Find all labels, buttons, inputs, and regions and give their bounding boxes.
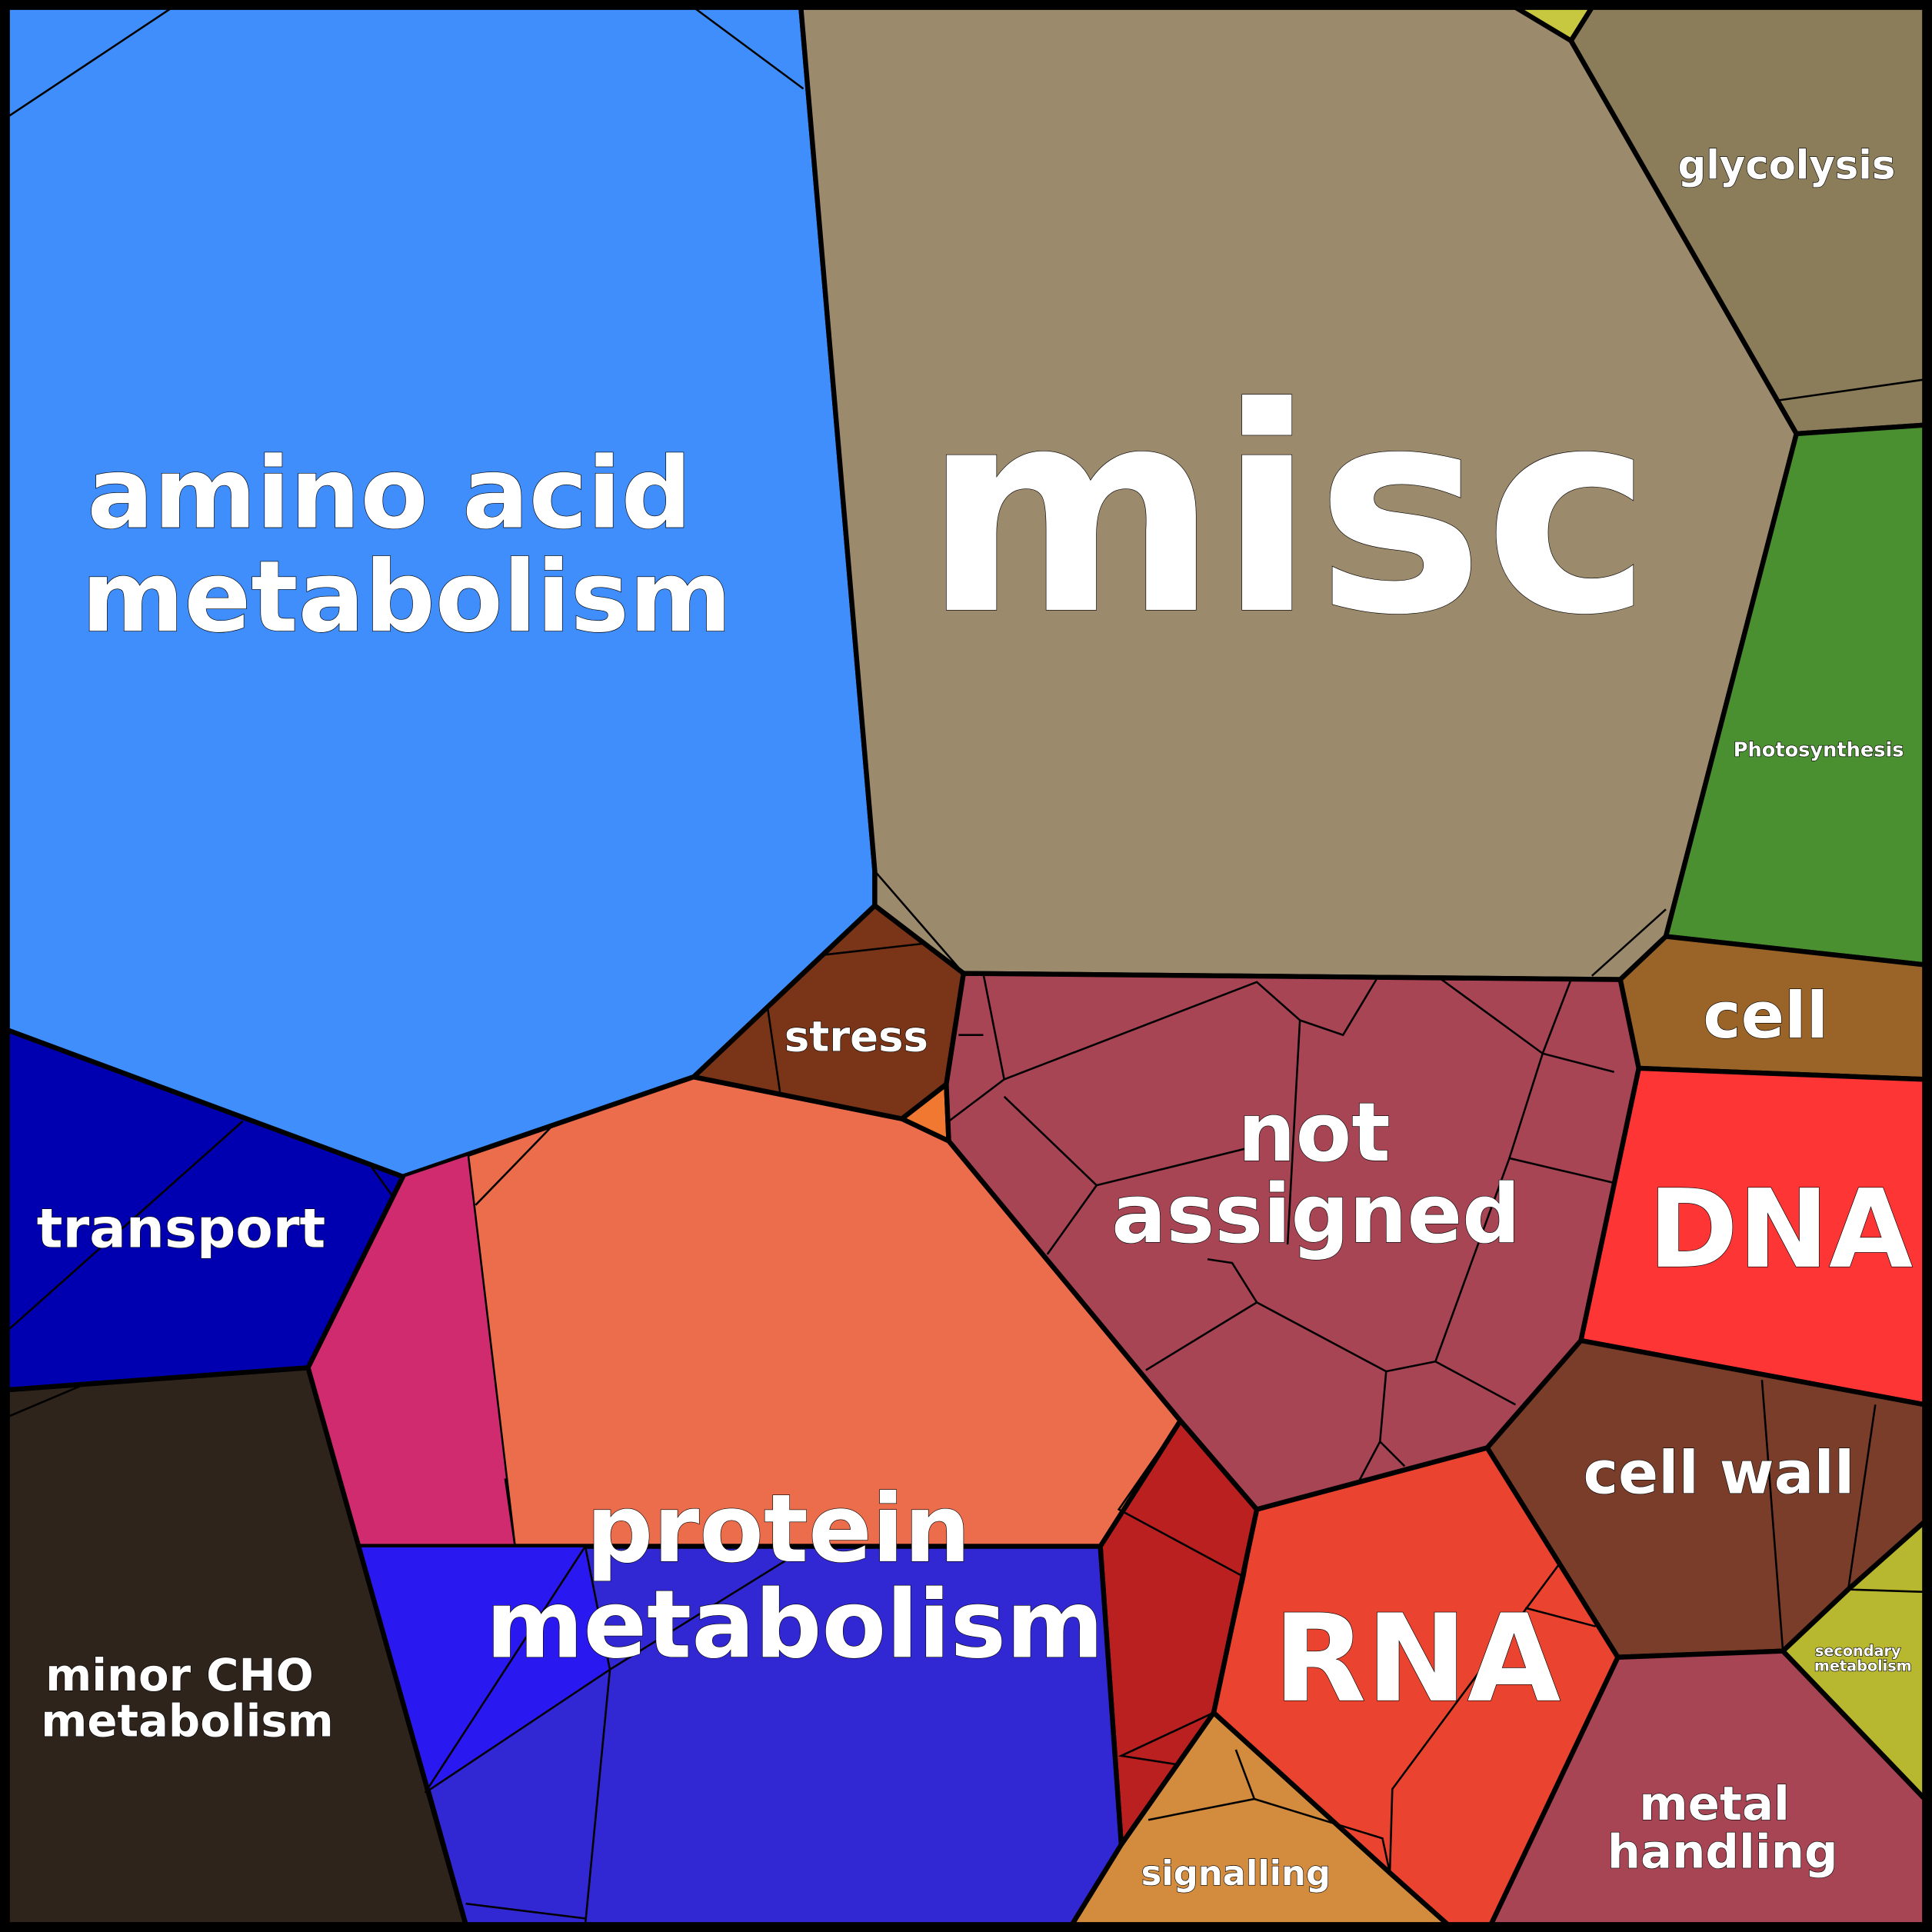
label-cell: cell: [1703, 978, 1828, 1053]
label-line: metabolism: [41, 1694, 333, 1747]
label-line: metabolism: [82, 540, 732, 655]
label-secondary: secondary metabolism: [1814, 1642, 1912, 1674]
labels: amino acid metabolism misc glycolysis Ph…: [36, 142, 1913, 1894]
label-line: metal: [1639, 1777, 1790, 1831]
label-rna: RNA: [1273, 1589, 1561, 1730]
label-line: assigned: [1111, 1167, 1521, 1261]
label-line: not: [1237, 1085, 1390, 1180]
label-line: amino acid: [87, 437, 691, 551]
label-photosynthesis: Photosynthesis: [1734, 739, 1904, 762]
cells: [5, 5, 1927, 1927]
label-misc: misc: [923, 347, 1652, 677]
label-protein: protein metabolism: [486, 1474, 1104, 1680]
label-minor-cho: minor CHO metabolism: [41, 1649, 333, 1747]
label-amino-acid: amino acid metabolism: [82, 437, 732, 655]
label-line: secondary: [1815, 1642, 1901, 1660]
label-dna: DNA: [1648, 1167, 1913, 1293]
label-metal: metal handling: [1607, 1777, 1838, 1879]
label-not-assigned: not assigned: [1111, 1085, 1521, 1261]
label-line: protein: [586, 1474, 971, 1584]
label-line: minor CHO: [45, 1649, 314, 1701]
label-glycolysis: glycolysis: [1678, 142, 1896, 188]
cell-not-assigned: [944, 971, 1641, 1512]
label-signalling: signalling: [1141, 1853, 1331, 1894]
label-stress: stress: [784, 1012, 928, 1061]
label-line: metabolism: [486, 1571, 1104, 1680]
label-transport: transport: [37, 1197, 325, 1260]
label-line: metabolism: [1814, 1657, 1912, 1674]
label-cell-wall: cell wall: [1583, 1440, 1854, 1508]
sub-cell-lines: [6, 6, 1925, 1925]
label-line: handling: [1607, 1825, 1838, 1880]
